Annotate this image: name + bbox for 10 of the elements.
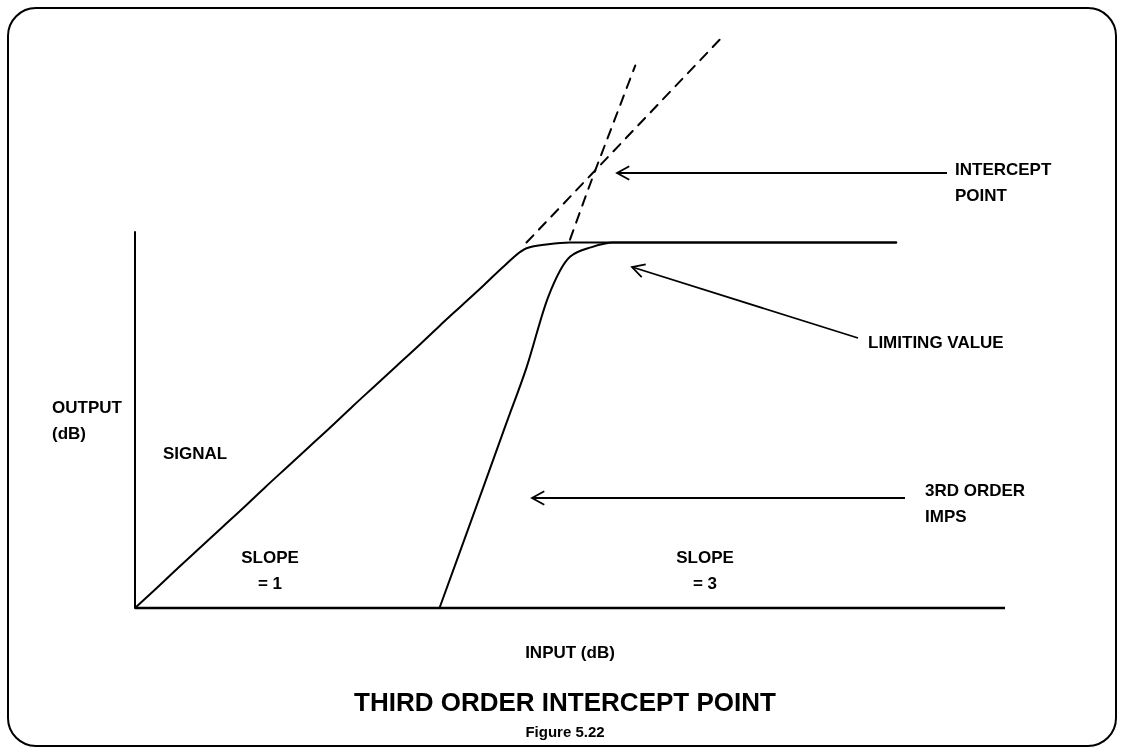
text: SIGNAL: [163, 444, 228, 463]
annotation: SLOPE = 1: [241, 548, 299, 594]
y-axis-title: OUTPUT (dB): [52, 398, 123, 444]
text: Figure 5.22: [525, 723, 605, 740]
text: 3RD ORDER IMPS: [925, 481, 1026, 527]
text: THIRD ORDER INTERCEPT POINT: [354, 687, 777, 717]
annotation: SLOPE = 3: [676, 548, 734, 594]
x-axis-title: INPUT (dB): [525, 643, 615, 662]
annotation: INTERCEPT POINT: [955, 160, 1052, 206]
annotation: LIMITING VALUE: [868, 333, 1004, 352]
